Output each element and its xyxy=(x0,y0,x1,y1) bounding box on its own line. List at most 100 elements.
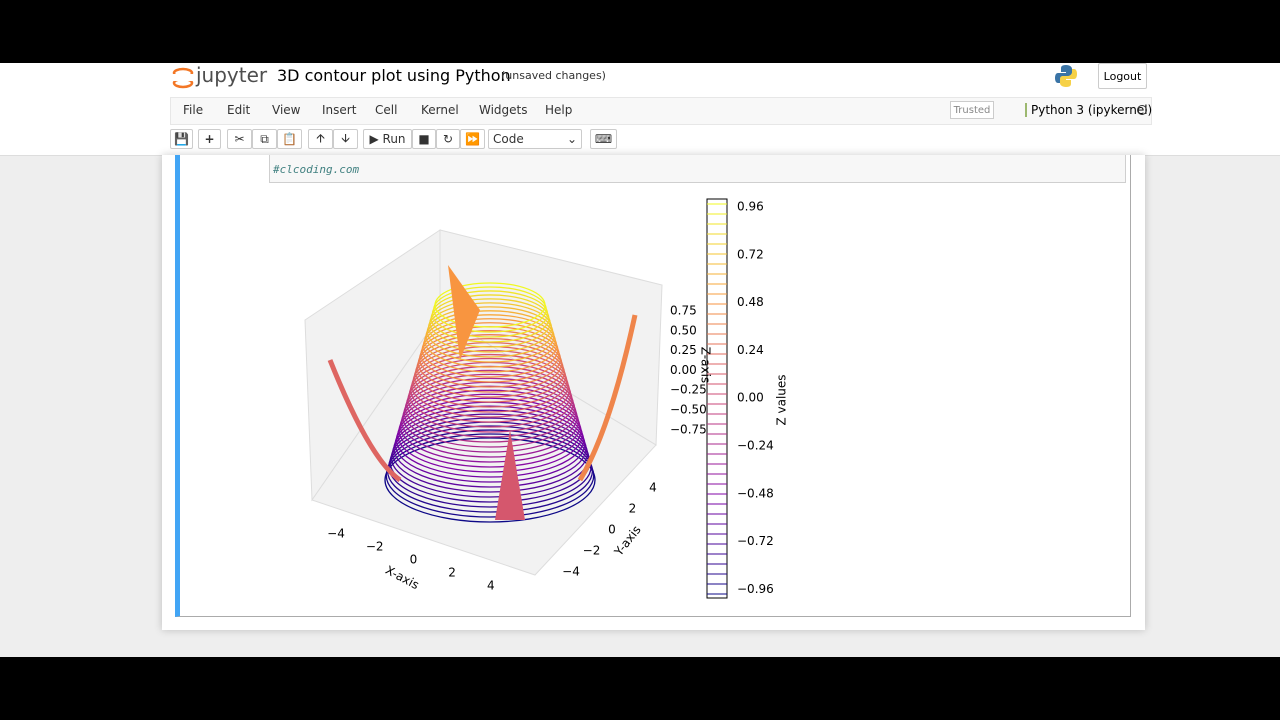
run-all-button[interactable]: ⏩ xyxy=(460,129,485,149)
z-tick: 0.50 xyxy=(670,323,697,337)
corner-spike xyxy=(495,430,525,520)
x-tick: 2 xyxy=(448,566,456,580)
colorbar-tick: −0.72 xyxy=(737,534,774,548)
colorbar-tick: 0.72 xyxy=(737,247,764,261)
corner-spike xyxy=(577,314,638,482)
contour-line xyxy=(384,437,596,523)
contour-line xyxy=(417,334,563,393)
z-tick: 0.25 xyxy=(670,343,697,357)
letterbox-bottom xyxy=(0,657,1280,720)
contour-line xyxy=(429,298,551,348)
letterbox-top xyxy=(0,0,1280,63)
stop-button[interactable]: ■ xyxy=(412,129,436,149)
contour-line xyxy=(397,397,583,473)
run-label: Run xyxy=(382,132,406,146)
contour-line xyxy=(393,409,587,488)
colorbar-tick: 0.24 xyxy=(737,343,764,357)
colorbar-tick: −0.48 xyxy=(737,486,774,500)
restart-button[interactable]: ↻ xyxy=(436,129,460,149)
code-area[interactable] xyxy=(269,155,1126,183)
x-tick: 4 xyxy=(487,579,495,593)
save-button[interactable]: 💾 xyxy=(170,129,193,149)
run-button[interactable]: ▶ Run xyxy=(363,129,412,149)
z-tick: −0.75 xyxy=(670,422,707,436)
menubar xyxy=(170,97,1152,125)
contour-line xyxy=(426,306,554,358)
save-status: (unsaved changes) xyxy=(501,69,606,82)
logout-button[interactable]: Logout xyxy=(1098,63,1147,89)
contour-line xyxy=(422,318,558,373)
x-tick: −4 xyxy=(327,527,345,541)
y-tick: 4 xyxy=(649,481,657,495)
cell-type: Code xyxy=(493,132,524,146)
jupyter-icon xyxy=(172,67,194,89)
contour-line xyxy=(421,322,559,378)
contour-line xyxy=(394,405,586,483)
move-down-button[interactable]: 🡫 xyxy=(333,129,358,149)
menu-item[interactable]: Widgets xyxy=(479,103,528,117)
y-tick: 0 xyxy=(608,523,616,537)
colorbar-tick: −0.96 xyxy=(737,582,774,596)
contour-line xyxy=(406,369,574,438)
colorbar-tick: 0.96 xyxy=(737,200,764,214)
contour-line xyxy=(399,389,581,463)
contour-line xyxy=(404,373,576,443)
contour-line xyxy=(431,290,549,338)
move-up-button[interactable]: 🡩 xyxy=(308,129,333,149)
colorbar-tick: −0.24 xyxy=(737,439,774,453)
cell[interactable] xyxy=(175,155,1131,617)
contour-line xyxy=(430,294,550,343)
y-tick: −4 xyxy=(562,565,580,579)
contour-line xyxy=(398,393,582,468)
z-tick: 0.00 xyxy=(670,363,697,377)
kernel-name: Python 3 (ipykernel) xyxy=(1025,103,1152,117)
colorbar-lines xyxy=(707,203,727,595)
contour-line xyxy=(425,310,555,363)
contour-line xyxy=(411,353,569,418)
insert-button[interactable]: + xyxy=(198,129,221,149)
y-tick: −2 xyxy=(583,544,601,558)
contour-line xyxy=(424,314,556,368)
x-tick: 0 xyxy=(410,553,418,567)
trusted-indicator[interactable]: Trusted xyxy=(950,101,994,119)
corner-spike xyxy=(327,359,402,483)
cell-type-select[interactable]: Code ⌄ xyxy=(488,129,582,149)
z-tick: 0.75 xyxy=(670,304,697,318)
menu-item[interactable]: Kernel xyxy=(421,103,459,117)
plot-output: 0.750.500.250.00−0.25−0.50−0.75−4−202442… xyxy=(304,198,789,599)
contour-line xyxy=(433,286,547,333)
logo-text[interactable]: jupyter xyxy=(196,63,268,87)
contour-surface xyxy=(327,265,638,523)
copy-button[interactable]: ⧉ xyxy=(252,129,277,149)
contour-line xyxy=(412,349,568,413)
code-comment: #clcoding.com xyxy=(273,163,360,176)
corner-spike xyxy=(448,265,480,360)
y-tick: 2 xyxy=(629,502,637,516)
menu-item[interactable]: View xyxy=(272,103,301,117)
menu-item[interactable]: Insert xyxy=(322,103,357,117)
menu-item[interactable]: File xyxy=(183,103,204,117)
menu-item[interactable]: Edit xyxy=(227,103,251,117)
paste-button[interactable]: 📋 xyxy=(277,129,302,149)
contour-line xyxy=(434,282,546,328)
contour-line xyxy=(427,302,553,353)
colorbar-tick: 0.00 xyxy=(737,391,764,405)
contour-line xyxy=(390,417,590,498)
colorbar xyxy=(706,198,728,599)
contour-line xyxy=(401,385,579,458)
keyboard-button[interactable]: ⌨ xyxy=(590,129,617,149)
kernel-status xyxy=(1137,105,1147,115)
menu-item[interactable]: Help xyxy=(545,103,573,117)
colorbar-label: Z values xyxy=(775,374,789,425)
notebook-name[interactable]: 3D contour plot using Python xyxy=(277,66,511,85)
contour-line xyxy=(416,337,564,398)
contour-line xyxy=(409,357,571,423)
contour-line xyxy=(418,330,562,388)
contour-line xyxy=(392,413,588,493)
contour-line xyxy=(403,377,577,448)
cut-button[interactable]: ✂ xyxy=(227,129,252,149)
colorbar-tick: 0.48 xyxy=(737,295,764,309)
z-tick: −0.25 xyxy=(670,383,707,397)
menu-item[interactable]: Cell xyxy=(375,103,398,117)
